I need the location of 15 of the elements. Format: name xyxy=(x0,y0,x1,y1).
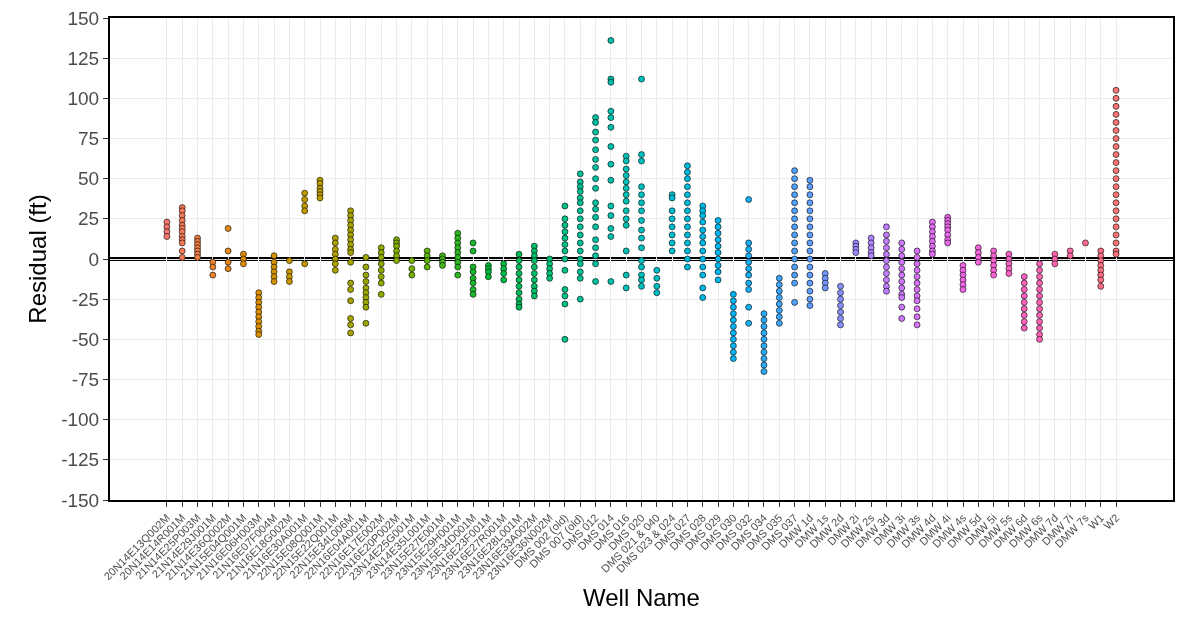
y-tick-label: -50 xyxy=(71,328,100,350)
y-tick-label: 125 xyxy=(67,47,100,69)
x-axis-title: Well Name xyxy=(583,584,700,612)
y-tick-label: -75 xyxy=(71,369,100,391)
y-tick-label: -125 xyxy=(61,449,100,471)
y-tick-label: 150 xyxy=(67,7,100,29)
y-tick-label: -100 xyxy=(61,409,100,431)
y-tick-label: -25 xyxy=(71,288,100,310)
y-tick-label: 75 xyxy=(78,128,100,150)
y-tick-label: 0 xyxy=(88,248,100,270)
y-axis-title: Residual (ft) xyxy=(23,194,51,324)
y-tick-label: 25 xyxy=(78,208,100,230)
y-tick-label: 50 xyxy=(78,168,100,190)
y-tick-label: 100 xyxy=(67,87,100,109)
y-tick-label: -150 xyxy=(61,489,100,511)
